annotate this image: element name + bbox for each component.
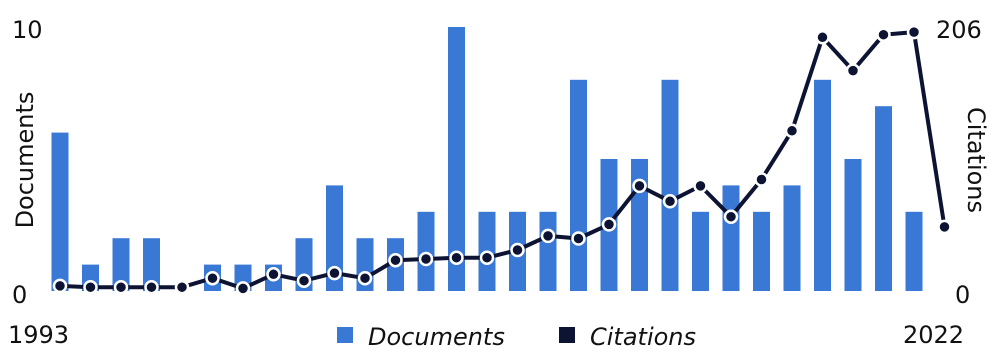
citations-point-2007 [479, 250, 495, 265]
citations-point-2014 [693, 178, 708, 194]
citations-point-1997 [174, 279, 190, 295]
documents-bar-2014 [692, 211, 709, 291]
citations-point-2015 [723, 209, 739, 224]
legend-documents-label: Documents [368, 323, 505, 351]
citations-point-2022 [937, 219, 952, 235]
documents-bar-2016 [753, 211, 770, 291]
citations-point-2021 [906, 24, 922, 40]
documents-bar-2010 [570, 79, 587, 291]
legend-documents-swatch [337, 327, 353, 343]
documents-bar-2009 [539, 211, 557, 291]
documents-bar-2002 [326, 185, 343, 291]
citations-point-2010 [571, 231, 586, 246]
x-end-label: 2022 [903, 321, 964, 349]
citations-point-2017 [784, 123, 800, 139]
citations-point-1994 [83, 279, 98, 295]
citations-point-2020 [876, 27, 891, 42]
y-left-tick-max: 10 [12, 16, 43, 44]
citations-point-2008 [510, 242, 525, 258]
y-right-label: Citations [962, 107, 990, 213]
citations-point-2000 [266, 267, 281, 282]
x-start-label: 1993 [8, 321, 69, 349]
citations-point-2004 [388, 252, 403, 268]
documents-bar-2018 [814, 79, 831, 291]
documents-bar-2015 [722, 185, 740, 291]
documents-bar-2013 [661, 79, 679, 291]
citations-line-layer [52, 24, 952, 296]
citations-point-2016 [754, 172, 769, 187]
legend: Documents Citations [337, 323, 696, 351]
citations-point-1996 [144, 279, 159, 295]
documents-bar-2005 [417, 211, 435, 291]
citations-point-2001 [296, 273, 312, 288]
citations-point-2009 [540, 228, 556, 244]
documents-bar-2017 [783, 185, 801, 291]
citations-point-2013 [662, 194, 678, 209]
citations-line [59, 30, 947, 291]
documents-bars [51, 27, 923, 291]
documents-bar-2019 [844, 159, 862, 291]
citations-point-2011 [601, 217, 617, 232]
documents-bar-1996 [143, 238, 160, 291]
citations-point-1993 [52, 278, 68, 294]
citations-point-2018 [815, 30, 830, 45]
legend-citations-swatch [559, 327, 575, 343]
documents-bar-1995 [112, 238, 130, 291]
y-right-tick-min: 0 [955, 281, 970, 309]
legend-citations-label: Citations [590, 323, 696, 351]
citations-point-2006 [449, 250, 464, 265]
citations-point-2003 [357, 270, 373, 286]
citations-point-2019 [845, 63, 861, 78]
citations-point-1995 [113, 279, 129, 295]
citations-point-2012 [632, 178, 647, 194]
y-right-tick-max: 206 [936, 16, 982, 44]
documents-bar-2020 [875, 106, 892, 291]
citations-point-2002 [327, 265, 342, 281]
citations-point-1999 [235, 281, 251, 296]
documents-bar-2021 [905, 211, 923, 291]
citations-point-1998 [205, 270, 220, 286]
citations-point-2005 [418, 251, 434, 267]
documents-bar-1993 [51, 132, 69, 291]
y-left-label: Documents [11, 92, 39, 229]
documents-bar-2006 [448, 27, 465, 291]
y-left-tick-min: 0 [12, 281, 27, 309]
